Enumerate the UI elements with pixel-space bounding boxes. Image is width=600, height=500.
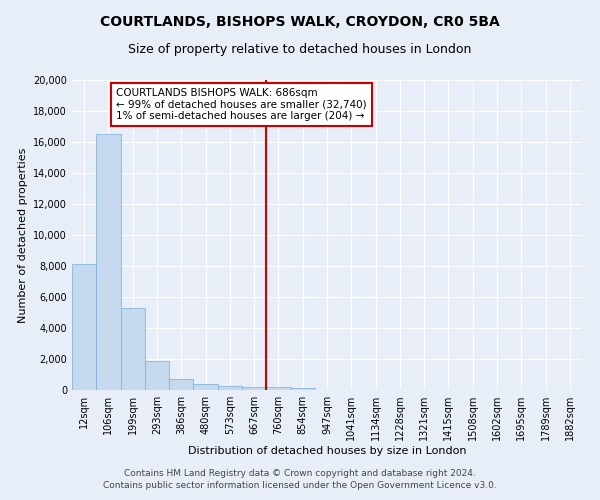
Text: Contains public sector information licensed under the Open Government Licence v3: Contains public sector information licen… bbox=[103, 481, 497, 490]
X-axis label: Distribution of detached houses by size in London: Distribution of detached houses by size … bbox=[188, 446, 466, 456]
Text: Contains HM Land Registry data © Crown copyright and database right 2024.: Contains HM Land Registry data © Crown c… bbox=[124, 468, 476, 477]
Bar bbox=[193, 384, 218, 390]
Text: Size of property relative to detached houses in London: Size of property relative to detached ho… bbox=[128, 42, 472, 56]
Bar bbox=[218, 386, 242, 390]
Bar bbox=[290, 388, 315, 390]
Bar bbox=[266, 387, 290, 390]
Bar bbox=[242, 387, 266, 390]
Bar bbox=[145, 362, 169, 390]
Bar bbox=[72, 264, 96, 390]
Text: COURTLANDS BISHOPS WALK: 686sqm
← 99% of detached houses are smaller (32,740)
1%: COURTLANDS BISHOPS WALK: 686sqm ← 99% of… bbox=[116, 88, 367, 121]
Text: COURTLANDS, BISHOPS WALK, CROYDON, CR0 5BA: COURTLANDS, BISHOPS WALK, CROYDON, CR0 5… bbox=[100, 15, 500, 29]
Bar bbox=[96, 134, 121, 390]
Bar bbox=[169, 379, 193, 390]
Y-axis label: Number of detached properties: Number of detached properties bbox=[18, 148, 28, 322]
Bar bbox=[121, 308, 145, 390]
